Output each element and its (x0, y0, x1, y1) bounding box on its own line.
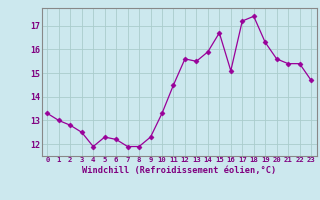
X-axis label: Windchill (Refroidissement éolien,°C): Windchill (Refroidissement éolien,°C) (82, 166, 276, 175)
